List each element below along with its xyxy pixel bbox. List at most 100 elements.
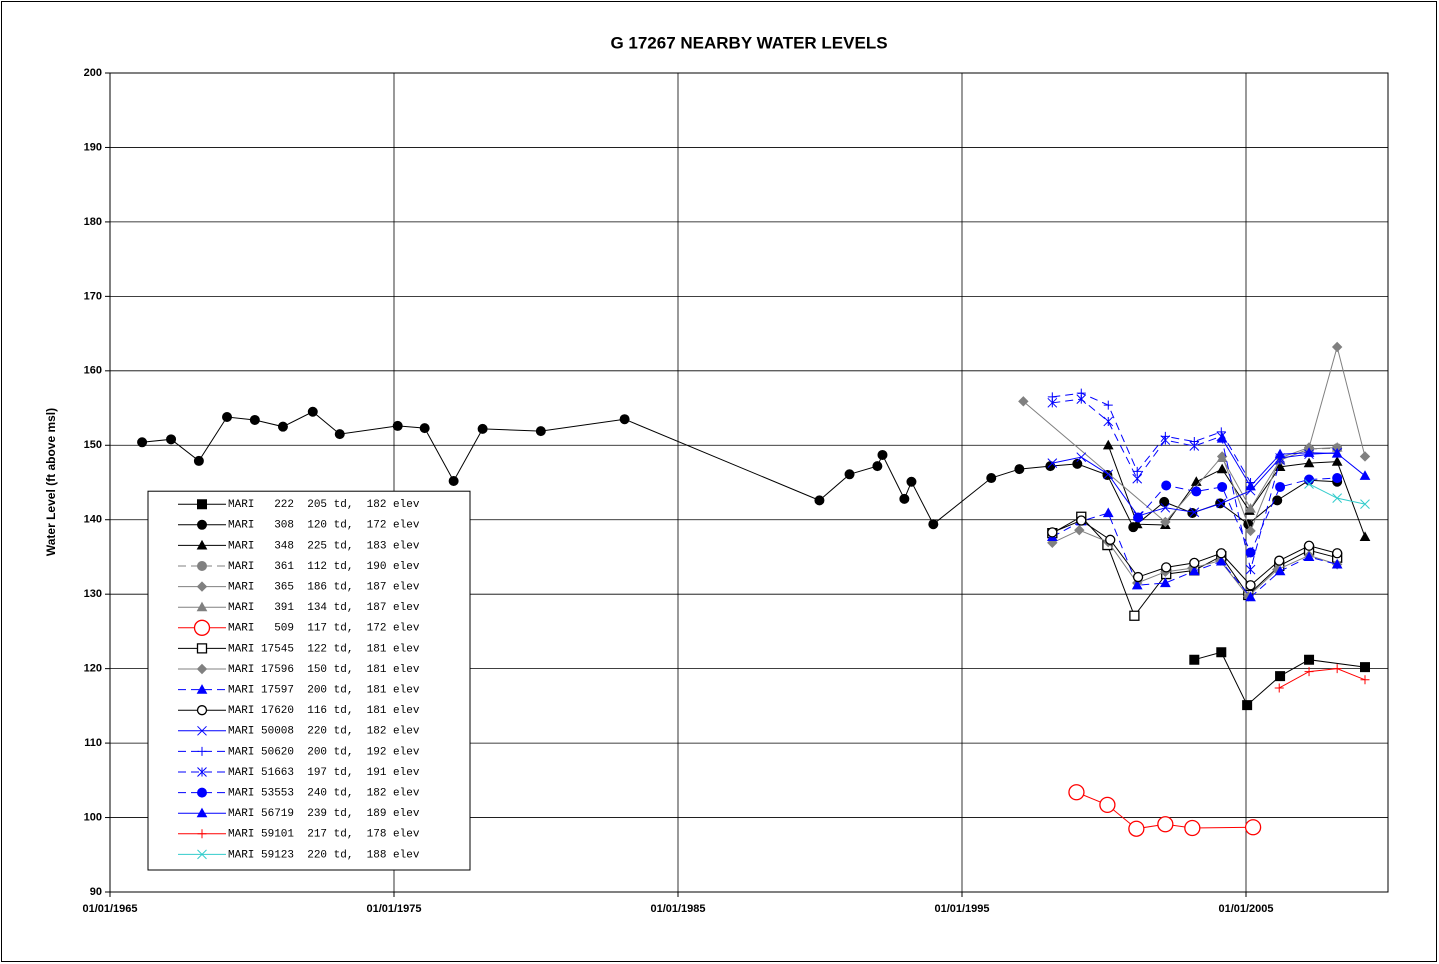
marker [619, 414, 630, 425]
marker [249, 414, 260, 425]
marker [1359, 470, 1371, 480]
legend-marker [196, 643, 208, 654]
marker [1304, 479, 1314, 489]
legend-marker [197, 499, 207, 510]
legend-label: MARI 50620 200 td, 192 elev [228, 746, 420, 758]
legend-label: MARI 17596 150 td, 181 elev [228, 664, 420, 676]
marker [1303, 551, 1315, 562]
marker [1245, 591, 1256, 602]
y-tick-label: 100 [84, 811, 102, 823]
marker [1161, 480, 1172, 491]
y-tick-label: 180 [84, 216, 102, 228]
marker [1159, 577, 1171, 588]
x-tick-label: 01/01/2005 [1218, 903, 1273, 915]
marker [1216, 498, 1227, 509]
series-line [1023, 345, 1366, 533]
marker [1245, 547, 1256, 558]
marker [1272, 495, 1283, 506]
marker [1332, 473, 1343, 484]
marker [1217, 481, 1228, 492]
marker [1360, 675, 1370, 685]
marker [1216, 463, 1228, 474]
marker [906, 476, 917, 487]
marker [1072, 458, 1083, 469]
marker [872, 461, 883, 472]
legend-label: MARI 365 186 td, 187 elev [228, 582, 420, 594]
marker [1188, 565, 1200, 576]
marker [928, 519, 939, 530]
marker [1184, 819, 1201, 837]
marker [222, 411, 233, 422]
marker [1359, 451, 1371, 462]
marker [1331, 456, 1343, 466]
legend-label: MARI 56719 239 td, 189 elev [228, 808, 420, 820]
marker [1304, 667, 1314, 677]
legend-marker [193, 619, 211, 636]
y-tick-label: 90 [90, 886, 102, 898]
marker [1129, 610, 1140, 621]
marker [1103, 416, 1114, 427]
marker [1161, 562, 1172, 573]
marker [814, 495, 825, 506]
marker [1132, 473, 1143, 484]
y-tick-label: 140 [84, 514, 102, 526]
marker [899, 493, 910, 504]
marker [334, 429, 345, 440]
marker [1216, 647, 1227, 658]
legend-label: MARI 17545 122 td, 181 elev [228, 643, 420, 655]
x-tick-label: 01/01/1995 [934, 903, 989, 915]
marker [1159, 496, 1170, 507]
marker [1244, 819, 1262, 836]
y-tick-label: 150 [84, 439, 102, 451]
chart-title: G 17267 NEARBY WATER LEVELS [610, 33, 887, 52]
marker [1132, 571, 1144, 583]
marker [1068, 784, 1085, 801]
y-tick-label: 160 [84, 365, 102, 377]
legend-label: MARI 50008 220 td, 182 elev [228, 726, 420, 738]
marker [1047, 458, 1058, 468]
marker [1275, 481, 1286, 492]
marker [307, 406, 318, 417]
marker [1245, 525, 1256, 537]
marker [1215, 555, 1227, 566]
x-tick-label: 01/01/1965 [82, 903, 137, 915]
marker [1131, 579, 1143, 590]
series-line [1107, 445, 1366, 538]
marker [1160, 516, 1171, 528]
marker [1304, 654, 1315, 665]
legend-label: MARI 348 225 td, 183 elev [228, 540, 420, 552]
marker [1103, 400, 1113, 410]
marker [1189, 441, 1200, 451]
marker [1303, 540, 1315, 551]
marker [1189, 654, 1200, 665]
y-tick-label: 200 [84, 67, 102, 79]
marker [1216, 433, 1228, 443]
legend-label: MARI 59123 220 td, 188 elev [228, 849, 420, 861]
marker [1105, 534, 1116, 545]
marker [1131, 518, 1143, 529]
y-tick-label: 120 [84, 663, 102, 675]
marker [1331, 558, 1343, 569]
legend-marker [196, 807, 208, 818]
legend-marker [196, 601, 208, 612]
marker [1303, 457, 1315, 468]
marker [1128, 820, 1145, 837]
x-tick-label: 01/01/1975 [366, 903, 421, 915]
marker [1076, 515, 1087, 526]
marker [1332, 548, 1343, 559]
legend-marker [196, 684, 208, 694]
legend-marker [197, 829, 207, 839]
marker [535, 426, 546, 437]
marker [877, 449, 888, 460]
marker [1360, 499, 1370, 509]
y-axis-label: Water Level (ft above msl) [44, 408, 58, 556]
marker [1160, 435, 1171, 445]
marker [1332, 664, 1342, 674]
legend-marker [196, 705, 208, 716]
marker [1103, 469, 1114, 480]
legend-label: MARI 17620 116 td, 181 elev [228, 705, 420, 717]
legend-label: MARI 59101 217 td, 178 elev [228, 829, 420, 841]
x-tick-label: 01/01/1985 [650, 903, 705, 915]
y-tick-label: 170 [84, 290, 102, 302]
